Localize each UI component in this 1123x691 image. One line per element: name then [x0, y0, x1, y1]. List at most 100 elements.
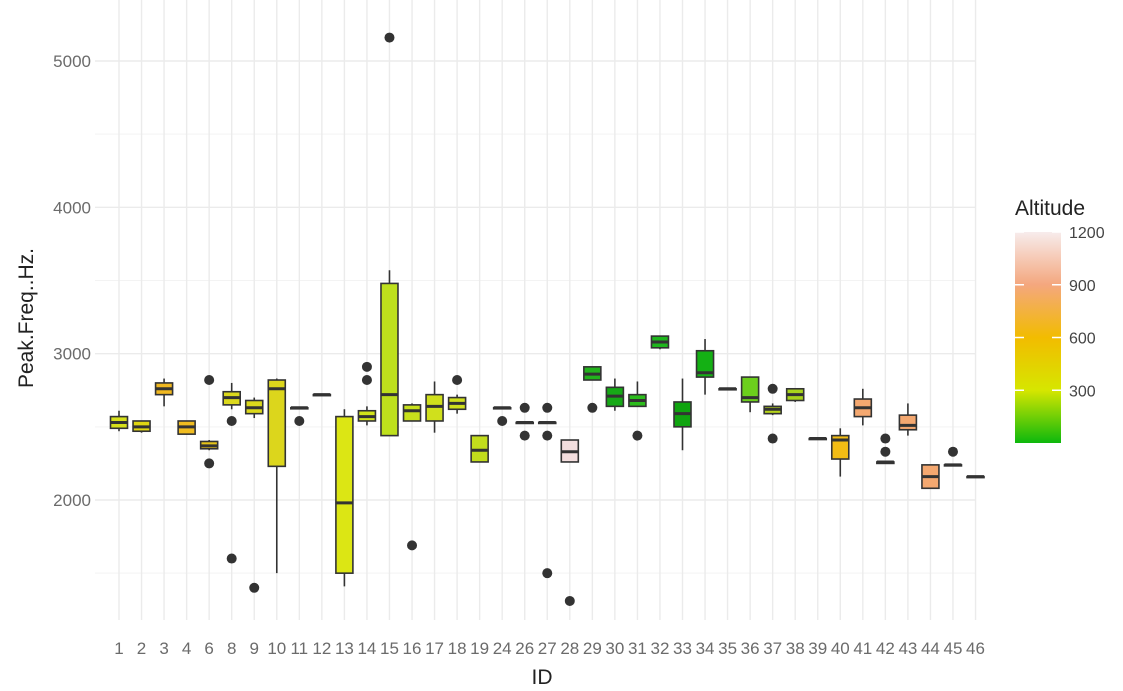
x-tick-label: 29: [583, 639, 602, 658]
outlier-point: [542, 402, 553, 413]
box-40: [830, 428, 850, 477]
legend-tick-label: 600: [1069, 331, 1096, 348]
box-18: [447, 375, 467, 414]
x-axis-title: ID: [532, 666, 553, 689]
box-9: [244, 397, 264, 593]
outlier-point: [226, 415, 237, 426]
box-35: [718, 387, 737, 391]
x-tick-label: 41: [853, 639, 872, 658]
outlier-point: [361, 361, 372, 372]
box-2: [132, 420, 151, 433]
box-43: [898, 403, 918, 436]
legend-tick-label: 1200: [1069, 225, 1105, 242]
box-36: [740, 376, 760, 413]
box-37: [763, 383, 782, 444]
x-tick-label: 35: [718, 639, 737, 658]
box-31: [628, 381, 647, 441]
outlier-point: [767, 383, 778, 394]
legend: Altitude 300 600 900 1200: [1015, 197, 1105, 443]
box-1: [109, 410, 129, 432]
x-tick-label: 30: [605, 639, 624, 658]
x-tick-label: 12: [312, 639, 331, 658]
outlier-point: [767, 433, 778, 444]
box: [402, 404, 422, 422]
box-28: [560, 439, 580, 606]
x-tick-label: 24: [493, 639, 512, 658]
x-tick-label: 3: [159, 639, 168, 658]
box-4: [177, 420, 196, 435]
box-16: [402, 403, 422, 551]
outlier-point: [542, 568, 553, 579]
box-3: [154, 378, 174, 407]
y-axis-ticks: 2000 3000 4000 5000: [53, 52, 91, 510]
outlier-point: [226, 553, 237, 564]
outlier-point: [564, 595, 575, 606]
x-tick-label: 45: [944, 639, 963, 658]
box: [335, 415, 354, 574]
x-tick-label: 13: [335, 639, 354, 658]
x-tick-label: 27: [538, 639, 557, 658]
x-tick-label: 8: [227, 639, 236, 658]
box-17: [425, 381, 444, 433]
y-tick-label: 4000: [53, 198, 91, 217]
x-tick-label: 43: [898, 639, 917, 658]
outlier-point: [452, 375, 463, 386]
box-6: [199, 375, 219, 469]
x-tick-label: 19: [470, 639, 489, 658]
x-tick-label: 4: [182, 639, 191, 658]
x-tick-label: 10: [267, 639, 286, 658]
x-tick-label: 14: [357, 639, 376, 658]
box-46: [966, 475, 985, 479]
x-tick-label: 16: [403, 639, 422, 658]
box-15: [380, 32, 399, 437]
box-26: [515, 402, 535, 441]
x-tick-label: 26: [515, 639, 534, 658]
x-tick-label: 2: [137, 639, 146, 658]
x-tick-label: 39: [808, 639, 827, 658]
box: [898, 414, 918, 431]
x-tick-label: 17: [425, 639, 444, 658]
x-tick-label: 11: [290, 639, 308, 658]
x-tick-label: 1: [114, 639, 123, 658]
x-tick-label: 42: [876, 639, 895, 658]
box-14: [357, 361, 377, 426]
outlier-point: [519, 430, 530, 441]
box-30: [605, 378, 625, 411]
y-axis-title: Peak.Freq..Hz.: [15, 248, 38, 388]
x-tick-label: 40: [831, 639, 850, 658]
box-12: [312, 393, 332, 397]
outlier-point: [880, 446, 891, 457]
box-45: [943, 446, 963, 467]
outlier-point: [587, 402, 598, 413]
x-tick-label: 15: [380, 639, 399, 658]
x-axis-ticks: 1 2 3 4 6 8 9 10 11 12 13 14 15 16 17 18 19 24 26 27 28 29 30 3…: [114, 639, 985, 658]
x-tick-label: 34: [696, 639, 715, 658]
outlier-point: [407, 540, 418, 551]
x-tick-label: 32: [650, 639, 669, 658]
box-11: [290, 406, 309, 426]
box-39: [808, 437, 828, 441]
outlier-point: [361, 375, 372, 386]
x-tick-label: 31: [628, 639, 647, 658]
x-tick-label: 9: [250, 639, 259, 658]
outlier-point: [497, 415, 508, 426]
outlier-point: [294, 415, 305, 426]
legend-tick-label: 900: [1069, 278, 1096, 295]
x-tick-label: 37: [763, 639, 782, 658]
major-gridlines: [95, 0, 977, 620]
box-29: [583, 366, 602, 413]
box: [380, 282, 399, 437]
outlier-point: [542, 430, 553, 441]
x-tick-label: 6: [204, 639, 213, 658]
box: [695, 349, 715, 378]
box: [740, 376, 760, 403]
outlier-point: [880, 433, 891, 444]
legend-tick-label: 300: [1069, 383, 1096, 400]
box-series: [109, 32, 985, 606]
box-42: [876, 433, 895, 465]
y-tick-label: 3000: [53, 345, 91, 364]
box-10: [267, 378, 287, 574]
box-8: [222, 382, 241, 564]
